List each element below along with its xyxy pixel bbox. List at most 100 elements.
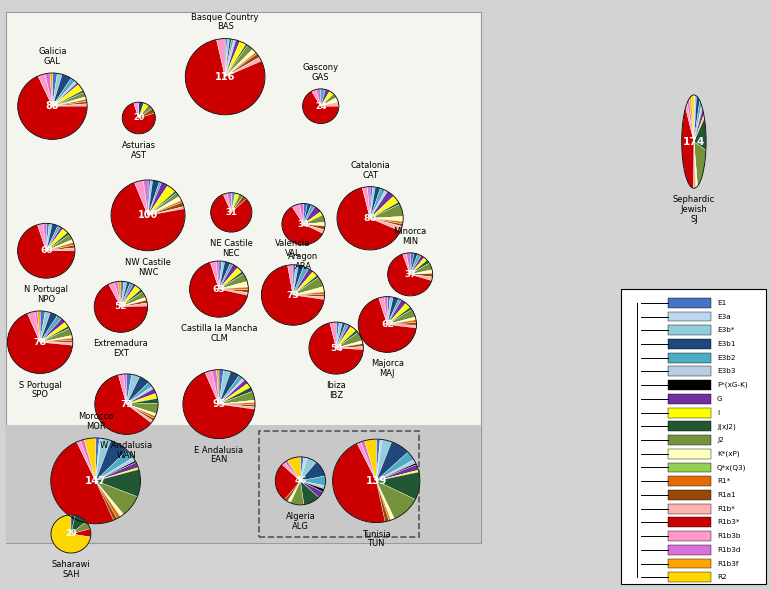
Wedge shape	[361, 441, 376, 481]
Text: 116: 116	[215, 72, 235, 81]
Text: Asturias
AST: Asturias AST	[122, 141, 156, 160]
Bar	[668, 435, 711, 445]
Wedge shape	[219, 261, 222, 289]
Wedge shape	[304, 215, 325, 224]
Wedge shape	[35, 311, 40, 342]
Text: 46: 46	[295, 476, 307, 486]
Wedge shape	[219, 261, 225, 289]
Bar	[668, 449, 711, 458]
Wedge shape	[282, 462, 301, 481]
Wedge shape	[694, 101, 702, 142]
Wedge shape	[148, 196, 181, 215]
Bar	[668, 325, 711, 335]
Wedge shape	[52, 99, 87, 106]
Text: 24: 24	[315, 101, 326, 111]
Wedge shape	[370, 217, 403, 221]
Wedge shape	[376, 470, 419, 481]
Wedge shape	[370, 196, 399, 218]
Wedge shape	[682, 107, 694, 188]
Wedge shape	[40, 338, 72, 342]
Wedge shape	[80, 440, 96, 481]
Wedge shape	[121, 281, 127, 307]
Wedge shape	[219, 391, 254, 404]
Wedge shape	[46, 240, 73, 251]
Wedge shape	[301, 481, 324, 492]
Wedge shape	[219, 384, 251, 404]
Wedge shape	[336, 324, 348, 348]
Wedge shape	[139, 105, 152, 118]
Wedge shape	[336, 325, 351, 348]
Wedge shape	[121, 290, 143, 307]
Text: Aragon
ARA: Aragon ARA	[288, 252, 318, 271]
Wedge shape	[410, 254, 421, 274]
Wedge shape	[46, 224, 52, 251]
Wedge shape	[71, 529, 91, 537]
FancyBboxPatch shape	[6, 425, 481, 543]
Wedge shape	[288, 265, 293, 295]
Wedge shape	[225, 40, 240, 77]
Wedge shape	[210, 261, 219, 289]
Bar	[668, 572, 711, 582]
Text: R1b3b: R1b3b	[717, 533, 740, 539]
Wedge shape	[376, 460, 416, 481]
Wedge shape	[217, 370, 219, 404]
Text: Majorca
MAJ: Majorca MAJ	[371, 359, 404, 378]
Text: R1b3*: R1b3*	[717, 519, 739, 525]
Wedge shape	[118, 281, 121, 307]
Wedge shape	[385, 297, 387, 324]
Wedge shape	[376, 440, 392, 481]
Text: E3a: E3a	[717, 313, 731, 320]
Wedge shape	[370, 204, 403, 218]
Bar	[621, 289, 766, 584]
Wedge shape	[689, 96, 694, 142]
Wedge shape	[46, 228, 68, 251]
Text: 95: 95	[212, 399, 226, 409]
Wedge shape	[370, 186, 372, 218]
Wedge shape	[321, 90, 330, 106]
Wedge shape	[205, 371, 219, 404]
Wedge shape	[376, 439, 380, 481]
Wedge shape	[51, 515, 91, 553]
Text: E Andalusia
EAN: E Andalusia EAN	[194, 445, 244, 464]
Wedge shape	[219, 271, 244, 289]
Wedge shape	[694, 107, 702, 142]
Wedge shape	[387, 307, 412, 324]
Text: Saharawi
SAH: Saharawi SAH	[52, 560, 90, 579]
Wedge shape	[231, 194, 243, 212]
Wedge shape	[288, 481, 301, 503]
Bar	[668, 517, 711, 527]
Wedge shape	[219, 289, 248, 296]
Text: NE Castile
NEC: NE Castile NEC	[210, 239, 253, 258]
Wedge shape	[225, 40, 236, 77]
Wedge shape	[376, 481, 416, 519]
Wedge shape	[52, 84, 83, 106]
Wedge shape	[370, 187, 375, 218]
Wedge shape	[376, 481, 391, 521]
Wedge shape	[387, 320, 416, 325]
Wedge shape	[126, 374, 132, 404]
Wedge shape	[376, 481, 395, 520]
Wedge shape	[387, 309, 416, 325]
Wedge shape	[225, 44, 247, 77]
Wedge shape	[52, 73, 62, 106]
Wedge shape	[126, 382, 152, 404]
Wedge shape	[357, 442, 376, 481]
Wedge shape	[71, 515, 86, 534]
Wedge shape	[223, 193, 231, 212]
Wedge shape	[18, 76, 87, 139]
Wedge shape	[293, 271, 317, 295]
Wedge shape	[687, 99, 694, 142]
Wedge shape	[376, 465, 419, 481]
Wedge shape	[219, 404, 255, 409]
Wedge shape	[52, 104, 87, 106]
Wedge shape	[309, 323, 363, 374]
Wedge shape	[225, 54, 260, 77]
Wedge shape	[282, 206, 323, 245]
Wedge shape	[694, 95, 696, 142]
Wedge shape	[376, 481, 389, 522]
Wedge shape	[123, 374, 126, 404]
Wedge shape	[301, 481, 323, 497]
Text: R1*: R1*	[717, 478, 730, 484]
Wedge shape	[46, 245, 75, 251]
Wedge shape	[304, 204, 308, 224]
